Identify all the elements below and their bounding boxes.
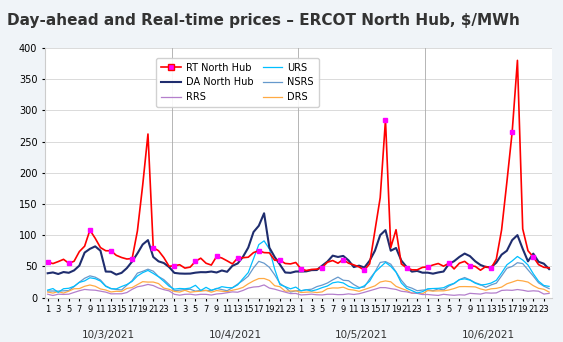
URS <box>319 286 325 290</box>
URS <box>414 291 421 295</box>
NSRS <box>324 281 331 285</box>
Legend: RT North Hub, DA North Hub, RRS, URS, NSRS, DRS: RT North Hub, DA North Hub, RRS, URS, NS… <box>157 58 319 107</box>
RRS <box>44 292 51 296</box>
Text: Day-ahead and Real-time prices – ERCOT North Hub, $/MWh: Day-ahead and Real-time prices – ERCOT N… <box>7 13 520 28</box>
URS <box>303 288 310 292</box>
DA North Hub <box>514 233 521 237</box>
Line: DA North Hub: DA North Hub <box>48 213 549 275</box>
Line: DRS: DRS <box>48 278 549 294</box>
NSRS <box>287 290 294 294</box>
NSRS <box>44 289 51 293</box>
DA North Hub <box>324 260 331 264</box>
NSRS <box>308 287 315 291</box>
URS <box>187 286 194 290</box>
URS <box>113 287 120 291</box>
DA North Hub <box>118 271 125 275</box>
NSRS <box>266 265 272 269</box>
Text: 10/6/2021: 10/6/2021 <box>462 330 515 340</box>
RRS <box>271 287 278 291</box>
RRS <box>308 292 315 296</box>
DA North Hub <box>261 211 267 215</box>
Line: URS: URS <box>48 241 549 293</box>
DRS <box>514 278 521 282</box>
URS <box>261 239 267 243</box>
DRS <box>187 290 194 294</box>
URS <box>266 247 272 251</box>
NSRS <box>187 287 194 291</box>
DRS <box>113 289 120 293</box>
Line: NSRS: NSRS <box>48 261 549 292</box>
DA North Hub <box>113 273 120 277</box>
NSRS <box>514 261 521 265</box>
DA North Hub <box>546 267 552 271</box>
NSRS <box>113 287 120 291</box>
DA North Hub <box>308 268 315 272</box>
DA North Hub <box>271 255 278 259</box>
DRS <box>44 290 51 294</box>
RRS <box>118 292 125 296</box>
NSRS <box>256 259 262 263</box>
DRS <box>419 292 426 296</box>
RRS <box>546 291 552 295</box>
DRS <box>319 290 325 294</box>
DRS <box>261 276 267 280</box>
Text: 10/4/2021: 10/4/2021 <box>208 330 262 340</box>
RRS <box>145 282 151 287</box>
Text: 10/5/2021: 10/5/2021 <box>335 330 388 340</box>
Text: 10/3/2021: 10/3/2021 <box>82 330 135 340</box>
DRS <box>303 290 310 294</box>
DA North Hub <box>192 271 199 275</box>
URS <box>44 288 51 292</box>
DA North Hub <box>44 271 51 275</box>
DRS <box>546 290 552 294</box>
RRS <box>50 293 56 298</box>
DRS <box>266 278 272 282</box>
URS <box>546 284 552 288</box>
Line: RRS: RRS <box>48 285 549 295</box>
RRS <box>198 292 204 297</box>
NSRS <box>546 287 552 291</box>
RRS <box>514 288 521 292</box>
RRS <box>324 292 331 296</box>
URS <box>514 254 521 259</box>
